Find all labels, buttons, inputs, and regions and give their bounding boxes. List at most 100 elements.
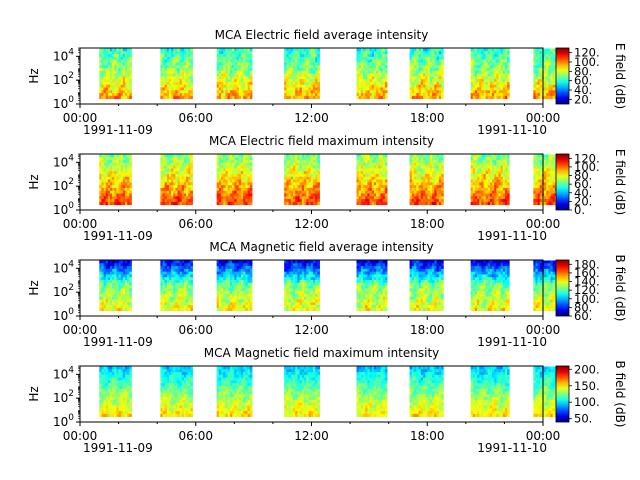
data-segment — [470, 260, 510, 312]
data-segment — [409, 154, 444, 206]
colorbar-tick-label: 80. — [574, 64, 592, 78]
x-tick-label: 18:00 — [410, 217, 445, 231]
colorbar — [555, 365, 570, 423]
data-segment — [284, 260, 320, 312]
x-tick-label: 12:00 — [294, 429, 329, 443]
colorbar-tick-label: 20. — [574, 194, 592, 208]
colorbar-tick-label: 60. — [574, 309, 592, 323]
x-date-label-end: 1991-11-10 — [477, 123, 547, 137]
data-segment — [99, 48, 132, 100]
colorbar-label: B field (dB) — [613, 361, 627, 428]
data-segment — [284, 366, 320, 418]
colorbar-label: B field (dB) — [613, 255, 627, 322]
y-tick-label: 100 — [53, 95, 74, 111]
data-segment — [99, 366, 132, 418]
data-segment — [356, 48, 388, 100]
x-date-label-end: 1991-11-10 — [477, 335, 547, 349]
colorbar-tick-label: 0. — [574, 203, 585, 217]
data-segment — [160, 48, 193, 100]
colorbar-tick-label: 20. — [574, 92, 592, 106]
colorbar-tick-label: 140. — [574, 275, 600, 289]
colorbar-tick-label: 100. — [574, 55, 600, 69]
data-segment — [470, 48, 510, 100]
colorbar — [555, 259, 570, 317]
colorbar-tick-label: 40. — [574, 186, 592, 200]
y-tick-label: 100 — [53, 307, 74, 323]
colorbar-tick-label: 40. — [574, 83, 592, 97]
data-segment — [409, 260, 444, 312]
data-segment — [356, 260, 388, 312]
colorbar-tick-label: 180. — [574, 257, 600, 271]
panel-1: MCA Electric field average intensity Hz 10… — [27, 28, 627, 137]
data-segment — [160, 154, 193, 206]
colorbar-tick-label: 80. — [574, 169, 592, 183]
y-axis-label: Hz — [27, 174, 41, 189]
x-tick-label: 00:00 — [526, 111, 561, 125]
colorbar — [555, 47, 570, 105]
data-segment — [284, 154, 320, 206]
x-tick-label: 06:00 — [178, 217, 213, 231]
x-date-label-start: 1991-11-09 — [83, 335, 153, 349]
x-date-label-end: 1991-11-10 — [477, 441, 547, 455]
y-tick-label: 104 — [53, 365, 74, 381]
x-tick-label: 00:00 — [63, 323, 98, 337]
colorbar-tick-label: 60. — [574, 177, 592, 191]
x-tick-label: 12:00 — [294, 111, 329, 125]
y-axis-label: Hz — [27, 68, 41, 83]
x-date-label-start: 1991-11-09 — [83, 123, 153, 137]
colorbar-tick-label: 100. — [574, 395, 600, 409]
data-segment — [409, 48, 444, 100]
y-axis-label: Hz — [27, 386, 41, 401]
colorbar-tick-label: 200. — [574, 362, 600, 376]
data-segment — [216, 154, 253, 206]
panel-title: MCA Electric field maximum intensity — [209, 134, 434, 148]
data-segment — [284, 48, 320, 100]
colorbar-label: E field (dB) — [613, 43, 627, 109]
colorbar-tick-label: 160. — [574, 266, 600, 280]
panel-title: MCA Magnetic field average intensity — [209, 240, 433, 254]
colorbar-tick-label: 100. — [574, 292, 600, 306]
y-tick-label: 102 — [53, 71, 74, 87]
x-tick-label: 00:00 — [526, 429, 561, 443]
data-segment — [160, 366, 193, 418]
panel-title: MCA Electric field average intensity — [215, 28, 429, 42]
panel-2: MCA Electric field maximum intensity Hz 10… — [27, 134, 627, 243]
x-date-label-start: 1991-11-09 — [83, 441, 153, 455]
data-segment — [356, 154, 388, 206]
data-segment — [99, 154, 132, 206]
x-tick-label: 18:00 — [410, 323, 445, 337]
x-date-label-end: 1991-11-10 — [477, 229, 547, 243]
y-tick-label: 100 — [53, 201, 74, 217]
x-tick-label: 06:00 — [178, 323, 213, 337]
x-tick-label: 06:00 — [178, 111, 213, 125]
y-tick-label: 104 — [53, 153, 74, 169]
x-tick-label: 06:00 — [178, 429, 213, 443]
data-segment — [160, 260, 193, 312]
colorbar — [555, 153, 570, 211]
x-tick-label: 12:00 — [294, 323, 329, 337]
y-tick-label: 102 — [53, 283, 74, 299]
data-segment — [216, 48, 253, 100]
data-segment — [216, 366, 253, 418]
x-tick-label: 00:00 — [526, 217, 561, 231]
colorbar-tick-label: 150. — [574, 379, 600, 393]
colorbar-tick-label: 120. — [574, 151, 600, 165]
x-tick-label: 00:00 — [63, 217, 98, 231]
x-tick-label: 18:00 — [410, 429, 445, 443]
data-segment — [409, 366, 444, 418]
x-tick-label: 12:00 — [294, 217, 329, 231]
panel-4: MCA Magnetic field maximum intensity Hz 10… — [27, 346, 627, 455]
data-segment — [356, 366, 388, 418]
colorbar-tick-label: 80. — [574, 300, 592, 314]
y-tick-label: 102 — [53, 177, 74, 193]
x-date-label-start: 1991-11-09 — [83, 229, 153, 243]
colorbar-tick-label: 100. — [574, 160, 600, 174]
panel-title: MCA Magnetic field maximum intensity — [204, 346, 440, 360]
x-tick-label: 18:00 — [410, 111, 445, 125]
x-tick-label: 00:00 — [63, 111, 98, 125]
colorbar-tick-label: 120. — [574, 46, 600, 60]
y-tick-label: 104 — [53, 47, 74, 63]
y-tick-label: 100 — [53, 413, 74, 429]
colorbar-tick-label: 120. — [574, 283, 600, 297]
